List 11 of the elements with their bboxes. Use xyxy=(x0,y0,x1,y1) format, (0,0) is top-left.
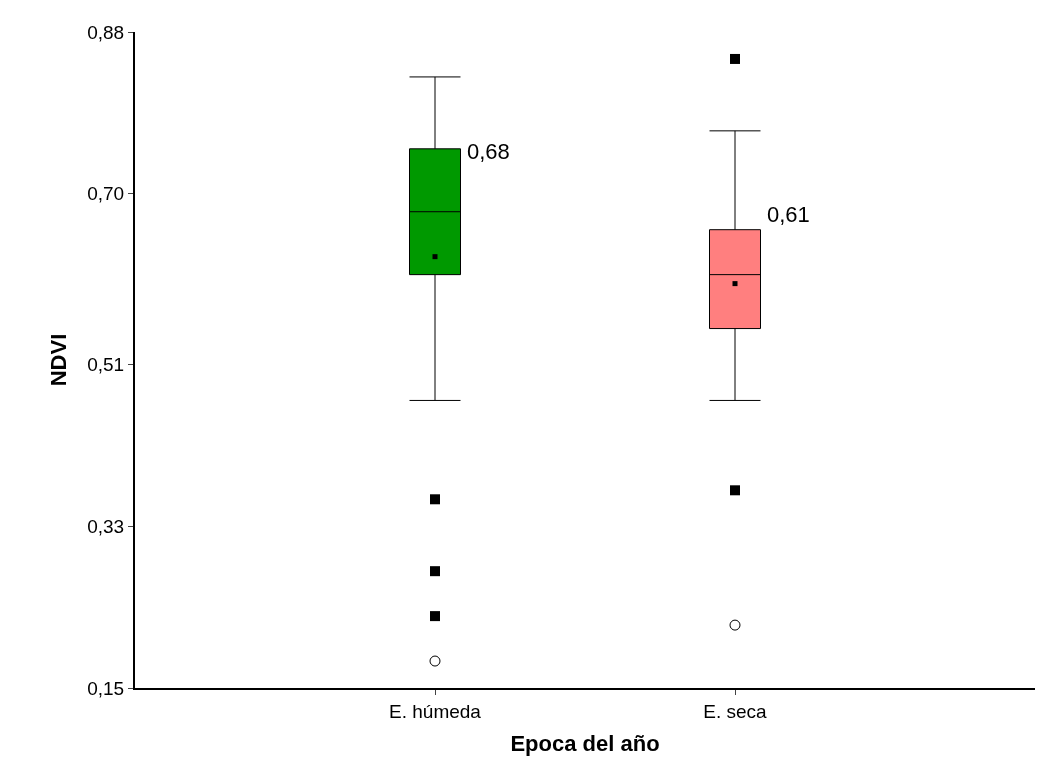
x-tick-label: E. seca xyxy=(703,700,768,722)
y-axis-title: NDVI xyxy=(45,333,71,387)
y-tick-label: 0,15 xyxy=(87,677,125,699)
y-tick-label: 0,70 xyxy=(87,183,125,205)
y-tick-label: 0,51 xyxy=(87,354,125,376)
annotation: 0,61 xyxy=(767,202,810,227)
x-tick-label: E. húmeda xyxy=(389,700,482,722)
y-tick-label: 0,88 xyxy=(87,21,125,43)
x-axis-title: Epoca del año xyxy=(510,731,660,757)
annotation: 0,68 xyxy=(467,139,510,164)
y-tick-label: 0,33 xyxy=(87,515,125,537)
